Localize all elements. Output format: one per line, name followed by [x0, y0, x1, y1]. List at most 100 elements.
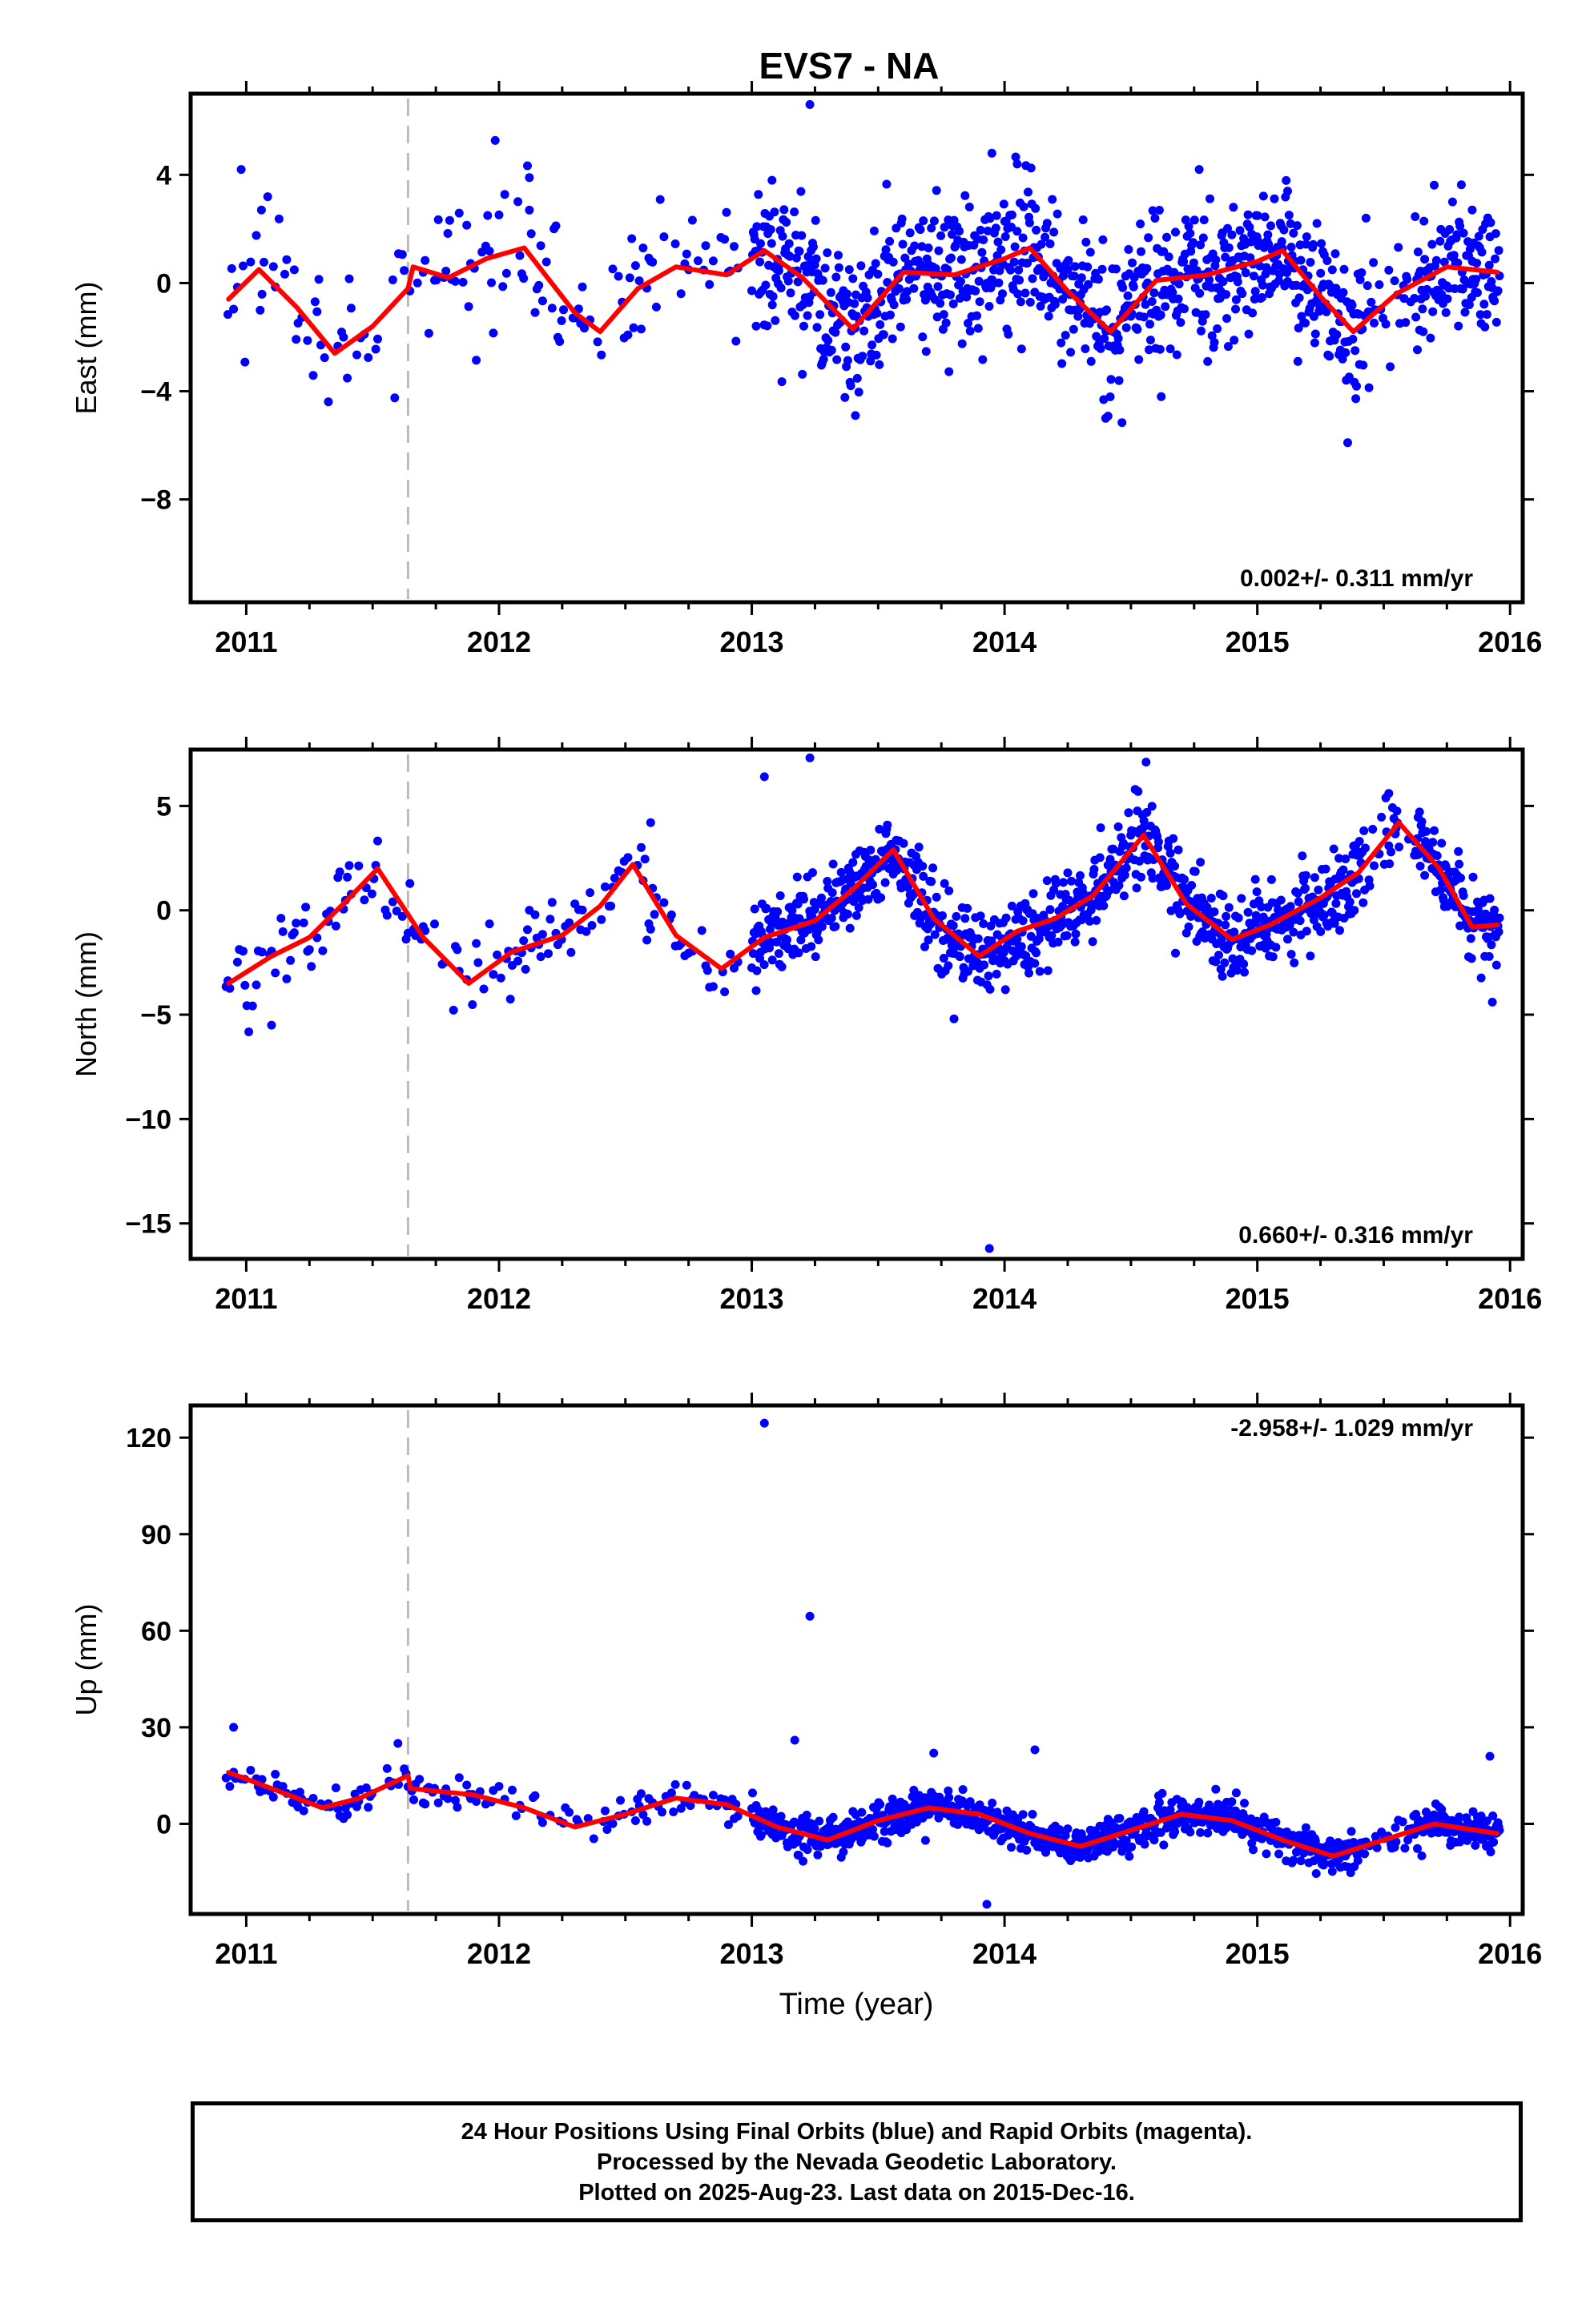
data-point — [1187, 881, 1197, 890]
x-tick-label: 2013 — [719, 625, 783, 658]
data-point — [1491, 960, 1501, 970]
data-point — [875, 360, 884, 369]
data-point — [1234, 913, 1243, 923]
data-point — [629, 323, 638, 332]
data-point — [1010, 242, 1020, 251]
data-point — [793, 277, 803, 287]
data-point — [817, 922, 827, 931]
data-point — [836, 867, 846, 877]
data-point — [666, 910, 676, 919]
data-point — [784, 239, 794, 248]
data-point — [1403, 1835, 1413, 1845]
data-point — [534, 280, 544, 290]
data-point — [1134, 355, 1144, 364]
data-point — [1196, 858, 1206, 867]
data-point — [1211, 957, 1221, 967]
data-point — [848, 858, 858, 867]
data-point — [1069, 271, 1079, 281]
data-point — [936, 299, 945, 308]
data-point — [409, 1795, 418, 1804]
data-point — [335, 867, 344, 877]
data-point — [977, 247, 987, 257]
data-point — [754, 190, 763, 199]
data-point — [1011, 152, 1020, 162]
data-point — [508, 1785, 517, 1795]
data-point — [1309, 239, 1318, 249]
data-point — [646, 924, 655, 934]
data-point — [985, 984, 995, 994]
data-point — [828, 859, 838, 869]
data-point — [917, 242, 927, 251]
data-point — [608, 264, 618, 274]
data-point — [1147, 802, 1157, 811]
data-point — [1455, 221, 1465, 231]
data-point — [1028, 274, 1037, 283]
data-point — [473, 958, 483, 967]
data-point — [523, 925, 532, 935]
data-point — [1024, 218, 1034, 227]
velocity-annotation: 0.660+/- 0.316 mm/yr — [1238, 1222, 1473, 1248]
data-point — [1286, 950, 1296, 959]
data-point — [720, 235, 730, 244]
data-point — [938, 911, 947, 920]
data-point — [676, 289, 686, 299]
data-point — [866, 846, 876, 854]
data-point — [1339, 264, 1349, 274]
data-point — [1153, 837, 1163, 846]
data-point — [795, 914, 804, 923]
data-point — [854, 388, 863, 397]
data-point — [1345, 897, 1355, 907]
data-point — [1205, 275, 1214, 284]
data-point — [511, 1811, 521, 1820]
data-point — [239, 947, 248, 956]
data-point — [958, 1785, 968, 1795]
data-point — [1145, 345, 1153, 355]
data-point — [1024, 968, 1033, 978]
data-point — [974, 276, 984, 286]
data-point — [1359, 826, 1369, 835]
data-point — [494, 210, 504, 219]
data-point — [388, 897, 397, 907]
data-point — [883, 820, 892, 830]
x-tick-label: 2016 — [1478, 625, 1542, 658]
data-point — [1243, 210, 1253, 219]
data-point — [1227, 230, 1237, 239]
data-point — [1041, 232, 1050, 242]
data-point — [496, 973, 505, 983]
data-point — [810, 1824, 819, 1833]
x-tick-label: 2013 — [719, 1282, 783, 1315]
data-point — [863, 895, 873, 904]
data-point — [818, 275, 827, 285]
x-tick-label: 2015 — [1226, 1937, 1290, 1970]
data-point — [869, 226, 879, 235]
data-point — [960, 191, 970, 200]
data-point — [896, 322, 905, 332]
data-point — [1037, 239, 1046, 249]
data-point — [1035, 967, 1045, 976]
data-point — [669, 1807, 678, 1816]
data-point — [1214, 951, 1223, 960]
data-point — [1271, 943, 1281, 952]
data-point — [505, 995, 515, 1004]
data-point — [1294, 293, 1304, 303]
data-point — [1311, 1869, 1321, 1878]
data-point — [1301, 883, 1310, 893]
data-point — [1266, 221, 1275, 231]
data-point — [794, 948, 803, 958]
data-point — [1025, 297, 1035, 307]
data-point — [1421, 292, 1430, 301]
data-point — [483, 211, 493, 220]
data-point — [805, 100, 815, 109]
data-point — [1231, 295, 1241, 304]
data-point — [1237, 894, 1246, 903]
data-point — [1459, 891, 1468, 900]
data-point — [720, 987, 730, 996]
data-point — [841, 342, 851, 352]
data-point — [1250, 287, 1260, 296]
data-point — [1165, 848, 1175, 858]
data-point — [623, 853, 633, 862]
data-point — [1165, 344, 1175, 354]
x-tick-label: 2012 — [467, 625, 531, 658]
data-point — [642, 935, 652, 945]
data-point — [489, 328, 498, 338]
